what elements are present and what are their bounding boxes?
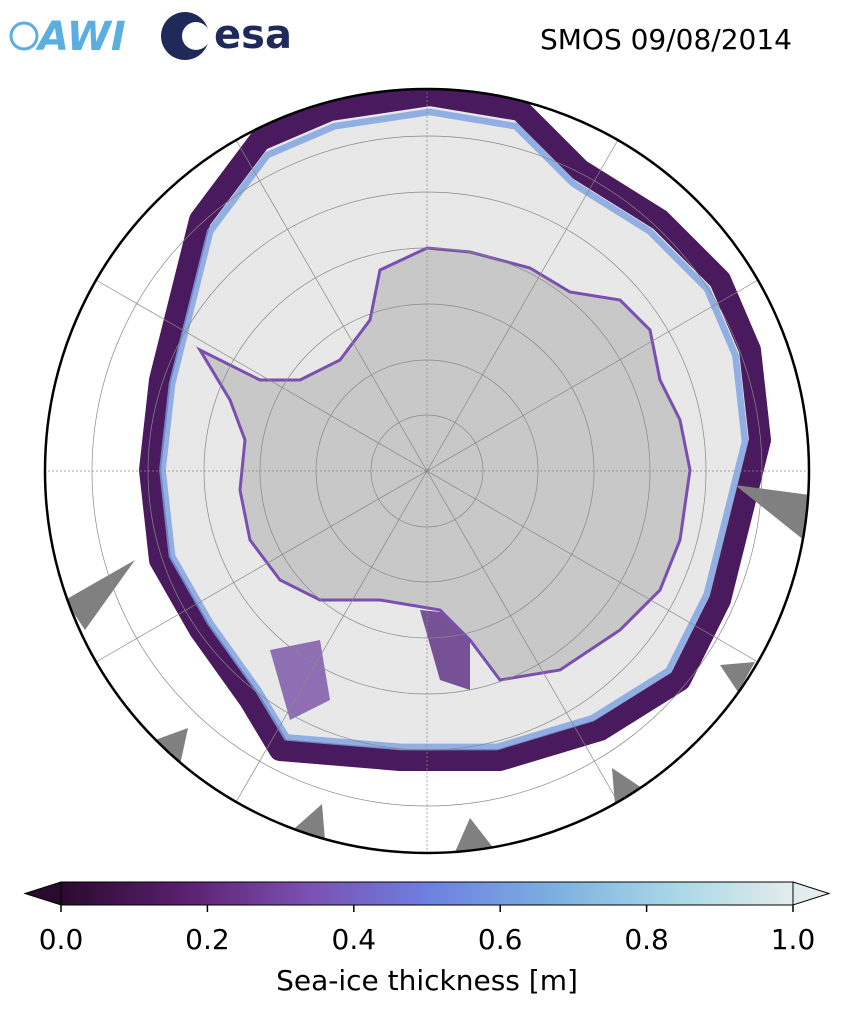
- tick-label: 1.0: [771, 923, 816, 956]
- colorbar-extend-high: [792, 881, 831, 906]
- map: [45, 89, 809, 853]
- tick-label: 0.8: [624, 923, 669, 956]
- esa-logo: esa: [161, 12, 292, 60]
- ice-patch: [420, 610, 470, 690]
- data-gaps: [65, 485, 809, 852]
- tick-label: 0.6: [478, 923, 523, 956]
- tick-label: 0.0: [39, 923, 84, 956]
- ice-patch: [270, 640, 330, 720]
- logo-text: esa: [214, 12, 292, 58]
- map-frame: [43, 87, 811, 855]
- colorbar-extend-low: [23, 881, 62, 906]
- awi-logo: AWI: [9, 14, 126, 60]
- logo-text: AWI: [35, 14, 126, 60]
- tick-label: 0.4: [332, 923, 377, 956]
- colorbar-body: [60, 881, 794, 906]
- title: SMOS 09/08/2014: [540, 23, 792, 56]
- antarctica: [196, 246, 692, 682]
- graticule: [45, 89, 809, 853]
- tick-label: 0.2: [185, 923, 230, 956]
- ice-thin-band: [159, 108, 749, 751]
- colorbar: 0.0 0.2 0.4 0.6 0.8 1.0: [23, 881, 831, 956]
- colorbar-label: Sea-ice thickness [m]: [276, 964, 578, 997]
